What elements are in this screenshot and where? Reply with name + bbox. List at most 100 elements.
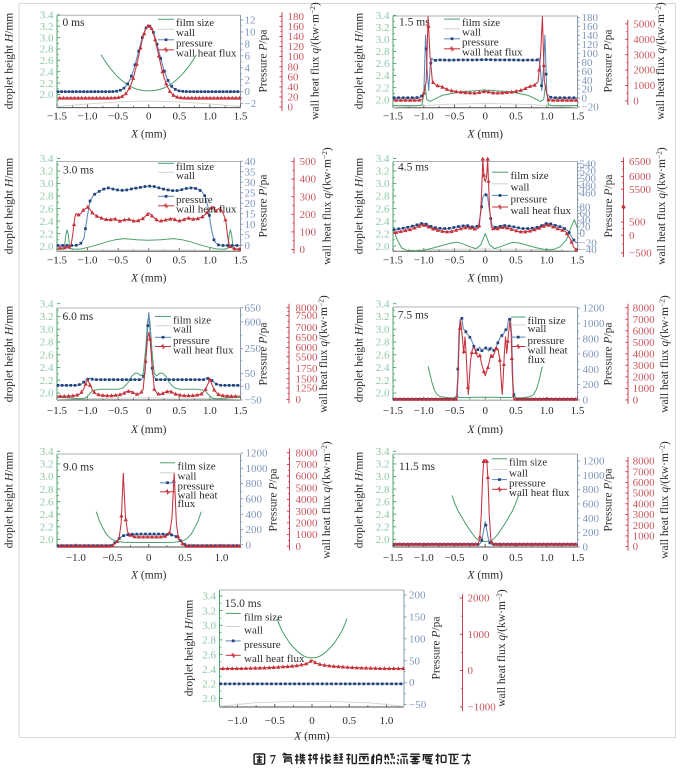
svg-text:1250: 1250 [296,383,319,395]
svg-text:600: 600 [245,317,262,329]
svg-text:0: 0 [633,395,639,407]
svg-text:droplet height H/mm: droplet height H/mm [4,452,16,549]
svg-text:droplet height H/mm: droplet height H/mm [354,452,366,549]
svg-text:wall: wall [462,27,481,39]
svg-text:−1.5: −1.5 [383,110,403,122]
svg-text:0: 0 [483,255,489,267]
svg-text:2.8: 2.8 [40,484,54,496]
svg-text:100: 100 [300,227,317,239]
svg-text:pressure: pressure [462,37,499,49]
svg-text:0: 0 [300,244,306,256]
svg-text:1.5: 1.5 [234,255,248,267]
svg-text:wall heat flux q/(kw·m−2): wall heat flux q/(kw·m−2) [308,2,322,120]
svg-text:3.4: 3.4 [376,298,390,310]
svg-text:300: 300 [300,191,317,203]
svg-text:2.6: 2.6 [376,203,390,215]
svg-text:−1.5: −1.5 [47,255,67,267]
svg-text:20: 20 [245,198,257,210]
svg-text:8000: 8000 [633,456,656,468]
svg-text:−1.0: −1.0 [78,255,98,267]
svg-text:−0.5: −0.5 [102,552,122,564]
svg-text:2.4: 2.4 [40,66,54,78]
svg-text:1000: 1000 [633,80,656,92]
svg-text:−1.5: −1.5 [383,405,403,417]
svg-text:1.0: 1.0 [203,405,217,417]
svg-text:140: 140 [288,31,305,43]
svg-text:30: 30 [245,177,257,189]
svg-text:4000: 4000 [296,494,319,506]
svg-text:X (mm): X (mm) [467,424,504,436]
svg-text:2.2: 2.2 [40,375,54,387]
svg-text:3.4: 3.4 [376,446,390,458]
svg-text:400: 400 [246,509,263,521]
svg-text:9.0 ms: 9.0 ms [63,462,94,474]
svg-text:wall heat flux: wall heat flux [176,204,237,216]
svg-text:0.5: 0.5 [172,110,186,122]
svg-text:2000: 2000 [296,517,319,529]
svg-text:600: 600 [246,494,263,506]
svg-text:520: 520 [580,166,597,178]
svg-text:2.4: 2.4 [202,664,216,676]
svg-text:−1.0: −1.0 [228,715,248,727]
svg-text:2.2: 2.2 [376,228,390,240]
svg-text:2000: 2000 [633,520,656,532]
svg-text:800: 800 [583,484,600,496]
svg-text:2.4: 2.4 [40,362,54,374]
svg-text:wall: wall [176,170,195,182]
svg-text:600: 600 [583,349,600,361]
svg-text:2.0: 2.0 [40,89,54,101]
svg-text:35: 35 [245,166,257,178]
svg-text:0: 0 [146,110,152,122]
svg-text:Pressure P/pa: Pressure P/pa [603,175,615,238]
svg-text:3.4: 3.4 [40,10,54,22]
svg-text:60: 60 [582,66,594,78]
svg-text:pressure: pressure [173,335,210,347]
svg-text:2.8: 2.8 [202,635,216,647]
svg-text:Pressure P/pa: Pressure P/pa [258,323,270,386]
svg-text:6000: 6000 [296,342,319,354]
svg-text:10: 10 [245,27,257,39]
svg-text:5000: 5000 [633,488,656,500]
svg-text:7000: 7000 [633,314,656,326]
svg-text:20: 20 [288,92,300,104]
svg-text:3.0: 3.0 [40,178,54,190]
svg-text:2.2: 2.2 [376,375,390,387]
svg-text:0: 0 [633,541,639,553]
svg-text:2.0: 2.0 [376,388,390,400]
svg-text:40: 40 [580,215,592,227]
svg-text:8000: 8000 [633,302,656,314]
svg-text:50: 50 [245,368,257,380]
svg-text:2.6: 2.6 [376,349,390,361]
svg-text:7000: 7000 [296,322,319,334]
svg-text:wall heat: wall heat [528,344,568,356]
svg-text:400: 400 [583,364,600,376]
svg-text:−1.0: −1.0 [414,110,434,122]
svg-text:3.2: 3.2 [40,166,54,178]
svg-text:0.5: 0.5 [509,552,523,564]
svg-text:3.0: 3.0 [40,324,54,336]
svg-text:wall heat flux q/(kw·m−2): wall heat flux q/(kw·m−2) [495,589,509,707]
svg-text:0: 0 [583,541,589,553]
svg-text:2.2: 2.2 [202,679,216,691]
svg-text:80: 80 [580,202,592,214]
svg-text:3000: 3000 [633,49,656,61]
svg-text:7000: 7000 [296,459,319,471]
svg-text:2.6: 2.6 [376,58,390,70]
svg-text:0: 0 [309,715,315,727]
svg-text:0.5: 0.5 [509,255,523,267]
svg-text:−50: −50 [409,699,427,711]
svg-text:wall heat flux q/(kw·m−2): wall heat flux q/(kw·m−2) [655,147,669,265]
svg-text:−0.5: −0.5 [445,405,465,417]
svg-text:0.5: 0.5 [172,405,186,417]
svg-text:80: 80 [582,57,594,69]
svg-text:0.5: 0.5 [509,110,523,122]
svg-text:wall heat flux q/(kw·m−2): wall heat flux q/(kw·m−2) [658,441,672,559]
svg-text:0: 0 [580,228,586,240]
svg-text:1.5: 1.5 [234,110,248,122]
svg-text:7.5 ms: 7.5 ms [398,309,429,321]
svg-text:X (mm): X (mm) [467,272,504,284]
svg-text:droplet height H/mm: droplet height H/mm [354,158,366,255]
svg-text:6000: 6000 [633,325,656,337]
svg-text:6000: 6000 [633,477,656,489]
svg-text:2.8: 2.8 [376,191,390,203]
